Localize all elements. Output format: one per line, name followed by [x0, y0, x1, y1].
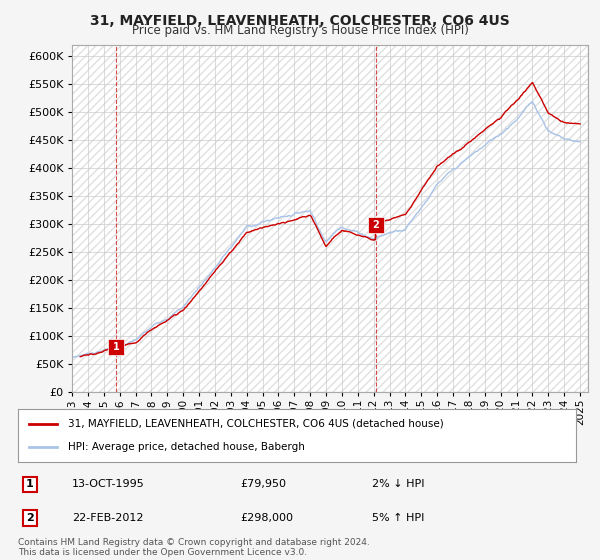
Text: 1: 1	[26, 479, 34, 489]
Text: 1: 1	[113, 342, 119, 352]
Text: Price paid vs. HM Land Registry's House Price Index (HPI): Price paid vs. HM Land Registry's House …	[131, 24, 469, 37]
Text: £79,950: £79,950	[240, 479, 286, 489]
Text: 2: 2	[373, 220, 379, 230]
Text: £298,000: £298,000	[240, 513, 293, 523]
Text: 13-OCT-1995: 13-OCT-1995	[72, 479, 145, 489]
Text: 31, MAYFIELD, LEAVENHEATH, COLCHESTER, CO6 4US: 31, MAYFIELD, LEAVENHEATH, COLCHESTER, C…	[90, 14, 510, 28]
Text: Contains HM Land Registry data © Crown copyright and database right 2024.
This d: Contains HM Land Registry data © Crown c…	[18, 538, 370, 557]
Text: 31, MAYFIELD, LEAVENHEATH, COLCHESTER, CO6 4US (detached house): 31, MAYFIELD, LEAVENHEATH, COLCHESTER, C…	[68, 419, 444, 429]
Text: 5% ↑ HPI: 5% ↑ HPI	[372, 513, 424, 523]
Text: 2: 2	[26, 513, 34, 523]
Text: 2% ↓ HPI: 2% ↓ HPI	[372, 479, 425, 489]
Text: HPI: Average price, detached house, Babergh: HPI: Average price, detached house, Babe…	[68, 442, 305, 452]
Text: 22-FEB-2012: 22-FEB-2012	[72, 513, 143, 523]
